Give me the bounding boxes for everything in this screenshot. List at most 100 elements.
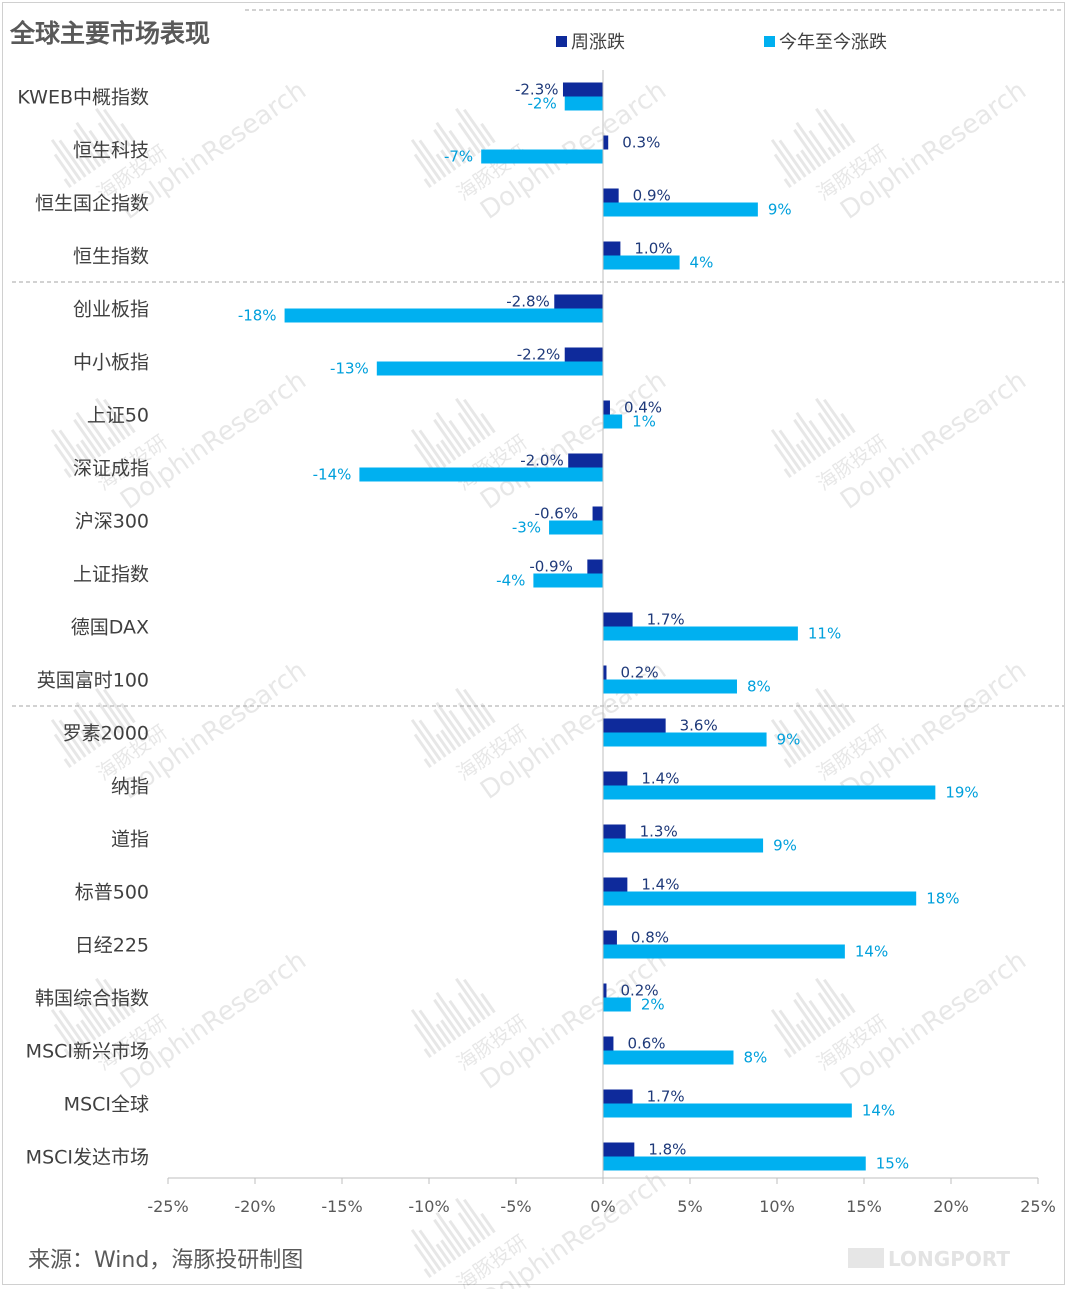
bar-ytd [603, 732, 767, 747]
data-label-weekly: 1.4% [641, 770, 679, 788]
category-label: 恒生指数 [73, 246, 149, 268]
group-separators [12, 9, 1064, 707]
bar-weekly [603, 1089, 633, 1104]
x-tick-label: 25% [1020, 1197, 1056, 1216]
category-label: 沪深300 [75, 511, 149, 533]
data-label-ytd: 4% [690, 254, 714, 272]
legend-swatch-weekly [556, 36, 567, 47]
data-label-ytd: 14% [862, 1102, 895, 1120]
data-label-weekly: -0.9% [529, 558, 573, 576]
bar-ytd [603, 255, 680, 270]
x-tick-label: 5% [677, 1197, 702, 1216]
bar-ytd [533, 573, 603, 588]
bar-ytd [603, 679, 737, 694]
data-label-weekly: 1.0% [634, 240, 672, 258]
category-label: 中小板指 [73, 352, 149, 374]
data-label-weekly: 0.4% [624, 399, 662, 417]
bar-ytd [284, 308, 603, 323]
bar-ytd [376, 361, 603, 376]
legend-swatch-ytd [764, 36, 775, 47]
data-label-ytd: 11% [808, 625, 841, 643]
bar-weekly [603, 1036, 614, 1051]
data-labels: -2.3%-2% 0.3% -7% 0.9% 9% 1.0% 4% -2.8% -18% -2.2… [238, 81, 979, 1173]
x-tick-label: -5% [500, 1197, 531, 1216]
bar-weekly [587, 559, 603, 574]
data-label-ytd: -4% [496, 572, 525, 590]
bar-weekly [603, 1142, 635, 1157]
data-label-weekly: 0.6% [627, 1035, 665, 1053]
x-tick-label: 0% [590, 1197, 615, 1216]
bars [284, 82, 936, 1171]
bar-weekly [603, 400, 610, 415]
bar-weekly [603, 983, 607, 998]
data-label-ytd: 14% [855, 943, 888, 961]
x-tick-label: 10% [759, 1197, 795, 1216]
category-label: 罗素2000 [63, 723, 149, 745]
data-label-weekly: -0.6% [535, 505, 579, 523]
data-label-ytd: 18% [926, 890, 959, 908]
bar-weekly [603, 135, 609, 150]
x-tick-label: 15% [846, 1197, 882, 1216]
bar-ytd [603, 1103, 852, 1118]
bar-weekly [603, 188, 619, 203]
x-tick-label: -25% [147, 1197, 188, 1216]
data-label-weekly: 0.3% [622, 134, 660, 152]
legend: 周涨跌 今年至今涨跌 [556, 32, 887, 53]
bar-weekly [603, 718, 666, 733]
data-label-ytd: -14% [313, 466, 352, 484]
bar-weekly [603, 877, 628, 892]
category-label: 上证50 [87, 405, 149, 427]
bar-weekly [568, 453, 603, 468]
bar-ytd [603, 414, 623, 429]
category-label: 德国DAX [71, 617, 149, 639]
data-label-ytd: 2% [641, 996, 665, 1014]
data-label-ytd: -18% [238, 307, 277, 325]
bar-ytd [603, 944, 845, 959]
bar-ytd [603, 1156, 866, 1171]
data-label-weekly: 1.3% [640, 823, 678, 841]
data-label-weekly: -2.3% [515, 81, 559, 99]
data-label-ytd: -3% [512, 519, 541, 537]
data-label-weekly: -2.0% [520, 452, 564, 470]
category-label: KWEB中概指数 [17, 87, 149, 109]
bar-weekly [603, 241, 621, 256]
category-label: 日经225 [75, 935, 149, 957]
bar-weekly [592, 506, 603, 521]
data-label-weekly: 1.4% [641, 876, 679, 894]
bar-weekly [562, 82, 603, 97]
bar-weekly [603, 612, 633, 627]
bar-ytd [359, 467, 603, 482]
category-label: 深证成指 [73, 458, 149, 480]
bar-ytd [603, 785, 936, 800]
data-label-ytd: 1% [632, 413, 656, 431]
x-tick-label: 20% [933, 1197, 969, 1216]
category-label: 标普500 [75, 882, 149, 904]
category-label: MSCI发达市场 [26, 1147, 149, 1169]
bar-weekly [554, 294, 603, 309]
category-label: 纳指 [111, 776, 149, 798]
data-label-ytd: -2% [528, 95, 557, 113]
bar-weekly [564, 347, 603, 362]
data-label-weekly: 0.2% [620, 664, 658, 682]
data-label-weekly: 1.7% [647, 611, 685, 629]
data-label-ytd: 9% [768, 201, 792, 219]
bar-ytd [603, 997, 631, 1012]
bar-weekly [603, 665, 607, 680]
data-label-weekly: 0.2% [620, 982, 658, 1000]
data-label-weekly: 0.8% [631, 929, 669, 947]
x-tick-label: -15% [321, 1197, 362, 1216]
legend-label-weekly: 周涨跌 [571, 32, 625, 53]
data-label-ytd: -13% [330, 360, 369, 378]
data-label-ytd: -7% [444, 148, 473, 166]
bar-ytd [603, 626, 798, 641]
legend-label-ytd: 今年至今涨跌 [779, 32, 887, 53]
bar-weekly [603, 930, 617, 945]
x-axis: -25% -20% -15% -10% -5% 0% 5% 10% 15% 20% 25% [147, 70, 1056, 1216]
category-label: MSCI新兴市场 [26, 1041, 149, 1063]
data-label-ytd: 8% [747, 678, 771, 696]
data-label-ytd: 9% [773, 837, 797, 855]
data-label-weekly: 0.9% [633, 187, 671, 205]
